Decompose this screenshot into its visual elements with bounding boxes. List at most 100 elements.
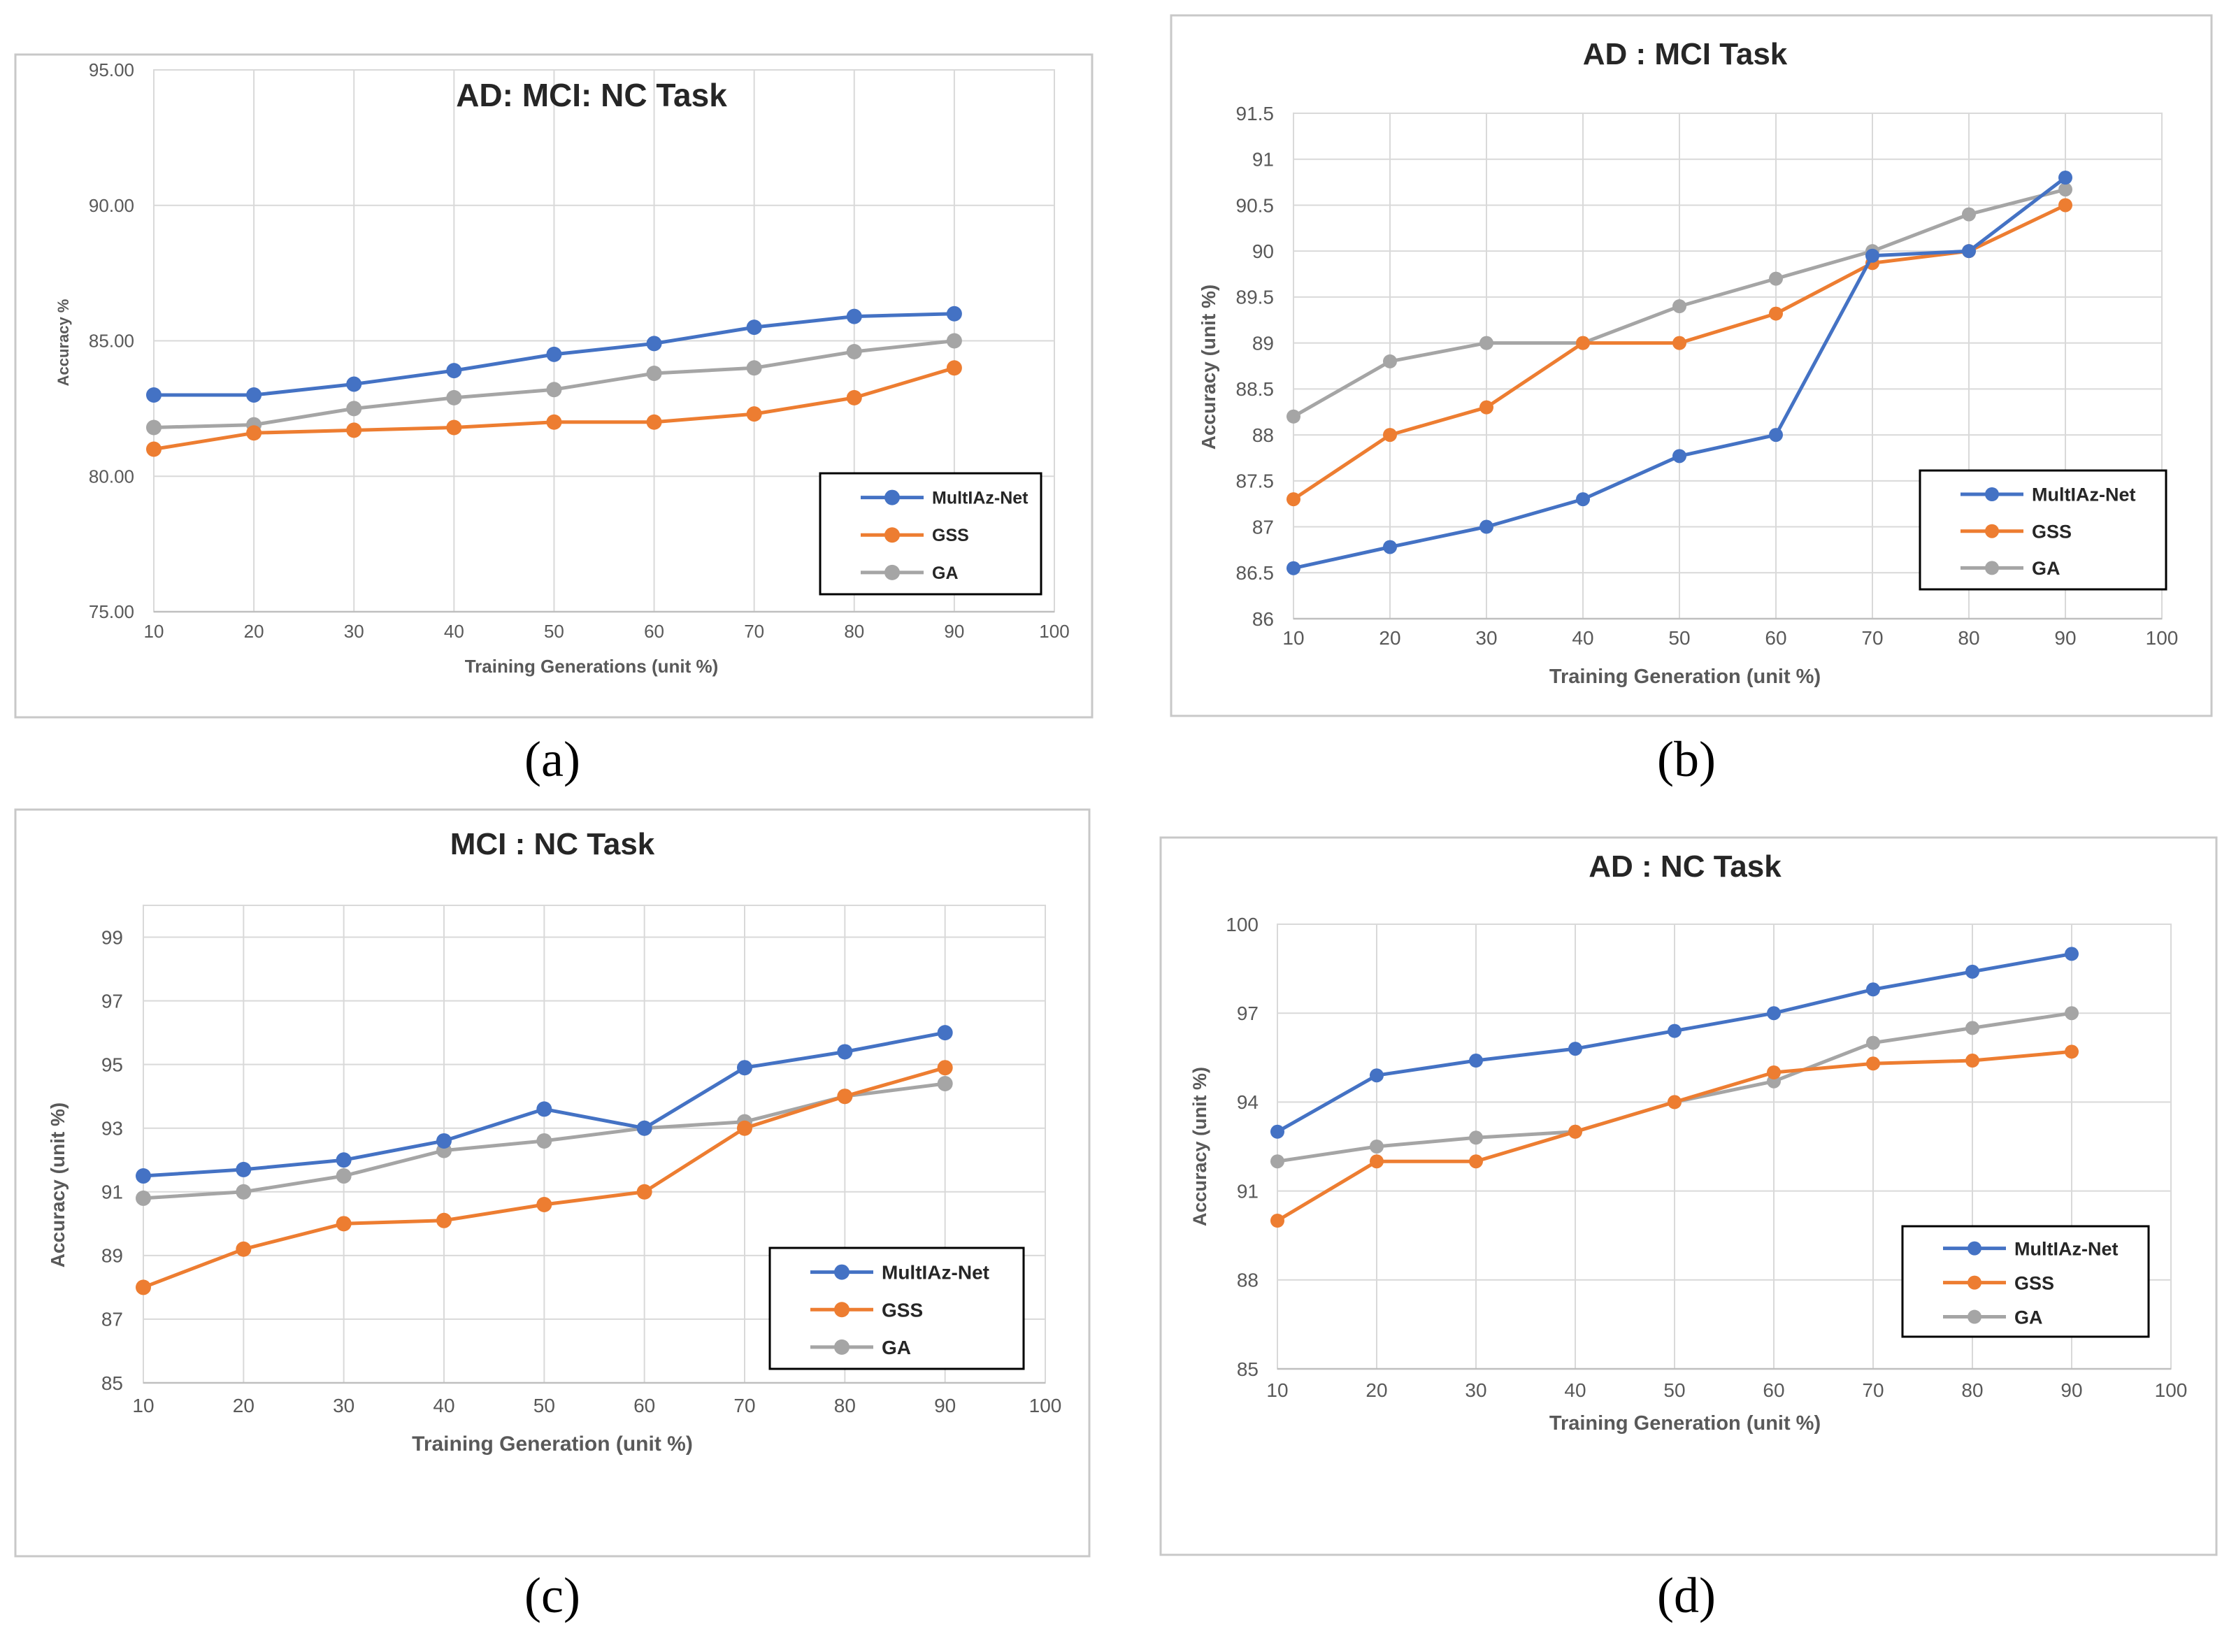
x-tick-label: 90 xyxy=(944,621,964,642)
x-tick-label: 40 xyxy=(1564,1379,1586,1401)
data-point-gss xyxy=(1576,336,1590,350)
x-tick-label: 40 xyxy=(1572,627,1593,649)
panel-caption: (b) xyxy=(1657,731,1716,787)
x-tick-label: 60 xyxy=(633,1395,655,1416)
data-point-ga xyxy=(1383,354,1397,368)
x-tick-label: 90 xyxy=(934,1395,956,1416)
y-tick-label: 99 xyxy=(101,926,123,948)
data-point-multiaz-net xyxy=(837,1044,853,1060)
chart-frame xyxy=(14,808,1091,1558)
legend-label: GSS xyxy=(932,526,969,545)
data-point-multiaz-net xyxy=(1965,964,1979,979)
data-point-multiaz-net xyxy=(646,336,662,352)
x-tick-label: 20 xyxy=(233,1395,255,1416)
legend-swatch-marker xyxy=(884,489,900,505)
legend-label: GA xyxy=(932,563,959,583)
data-point-ga xyxy=(937,1075,953,1091)
data-point-multiaz-net xyxy=(136,1168,151,1184)
x-tick-label: 100 xyxy=(2146,627,2179,649)
y-tick-label: 93 xyxy=(101,1118,123,1140)
legend-swatch-marker xyxy=(1967,1275,1981,1290)
chart-frame xyxy=(1170,14,2213,717)
legend-swatch-marker xyxy=(834,1302,850,1318)
y-tick-label: 89.5 xyxy=(1236,287,1275,308)
chart-panel-c: 85 87 89 91 93 95 97 99 10 20 30 40 50 60 70 80 90 100 MCI… xyxy=(14,808,1091,1623)
data-point-ga xyxy=(1469,1130,1483,1145)
data-point-multiaz-net xyxy=(1383,540,1397,554)
data-point-ga xyxy=(2065,1006,2079,1021)
data-point-ga xyxy=(946,333,962,349)
data-point-ga xyxy=(1479,336,1493,350)
data-point-multiaz-net xyxy=(636,1120,652,1136)
x-tick-label: 10 xyxy=(1282,627,1304,649)
x-tick-label: 70 xyxy=(1862,1379,1884,1401)
data-point-gss xyxy=(1767,1065,1781,1079)
data-point-multiaz-net xyxy=(1668,1023,1682,1038)
y-tick-label: 95.00 xyxy=(89,59,134,80)
x-tick-label: 60 xyxy=(1765,627,1786,649)
data-point-ga xyxy=(1962,207,1976,222)
data-point-gss xyxy=(1866,1056,1880,1071)
data-point-gss xyxy=(336,1216,352,1232)
legend-swatch-marker xyxy=(1985,561,1999,575)
data-point-ga xyxy=(1270,1154,1284,1169)
chart-panel-a: 75.00 80.00 85.00 90.00 95.00 10 20 30 40 50 60 70 8… xyxy=(14,53,1094,787)
y-axis-label: Accuracy (unit %) xyxy=(47,1102,69,1268)
legend-swatch-marker xyxy=(1985,524,1999,538)
data-point-multiaz-net xyxy=(1769,428,1783,443)
legend-swatch-marker xyxy=(1985,487,1999,501)
legend: MultIAz-Net GSS GA xyxy=(1901,1225,2150,1338)
legend-label: MultIAz-Net xyxy=(2032,484,2135,505)
y-tick-label: 87 xyxy=(101,1309,123,1330)
data-point-gss xyxy=(446,419,462,436)
data-point-gss xyxy=(1370,1154,1384,1169)
y-tick-label: 94 xyxy=(1237,1091,1259,1113)
x-tick-label: 10 xyxy=(132,1395,154,1416)
data-point-multiaz-net xyxy=(1866,982,1880,997)
legend-label: MultIAz-Net xyxy=(882,1262,989,1284)
x-axis-label: Training Generation (unit %) xyxy=(1549,666,1821,688)
data-point-gss xyxy=(1270,1214,1284,1228)
data-point-multiaz-net xyxy=(1962,244,1976,259)
chart-title: AD : NC Task xyxy=(1589,849,1782,884)
data-point-gss xyxy=(2058,198,2072,213)
data-point-gss xyxy=(746,406,762,422)
y-tick-label: 90.5 xyxy=(1236,194,1275,216)
data-point-gss xyxy=(1568,1124,1582,1139)
legend-label: MultIAz-Net xyxy=(932,489,1028,508)
data-point-gss xyxy=(136,1279,151,1295)
x-tick-label: 40 xyxy=(433,1395,454,1416)
legend-box xyxy=(819,472,1042,596)
legend-label: MultIAz-Net xyxy=(2014,1238,2118,1259)
y-tick-label: 80.00 xyxy=(89,466,134,487)
data-point-multiaz-net xyxy=(1568,1042,1582,1056)
x-tick-label: 60 xyxy=(644,621,664,642)
y-tick-label: 88.5 xyxy=(1236,378,1275,400)
x-tick-label: 20 xyxy=(244,621,264,642)
data-point-multiaz-net xyxy=(1672,449,1686,464)
x-axis-label: Training Generation (unit %) xyxy=(412,1432,693,1456)
data-point-multiaz-net xyxy=(1270,1124,1284,1139)
x-tick-label: 90 xyxy=(2054,627,2076,649)
data-point-multiaz-net xyxy=(246,387,262,403)
x-tick-label: 100 xyxy=(1029,1395,1062,1416)
data-point-ga xyxy=(2058,182,2072,197)
legend-label: GA xyxy=(2014,1307,2043,1328)
data-point-gss xyxy=(1668,1095,1682,1109)
x-tick-label: 80 xyxy=(834,1395,856,1416)
x-tick-label: 70 xyxy=(733,1395,755,1416)
y-axis-label: Accuracy (unit %) xyxy=(1189,1067,1210,1226)
x-tick-label: 40 xyxy=(444,621,464,642)
data-point-multiaz-net xyxy=(746,319,762,336)
data-point-gss xyxy=(946,360,962,376)
data-point-ga xyxy=(346,401,362,417)
y-tick-label: 88 xyxy=(1252,424,1274,446)
panel-caption: (d) xyxy=(1657,1567,1716,1623)
data-point-multiaz-net xyxy=(1469,1054,1483,1068)
data-point-multiaz-net xyxy=(1370,1068,1384,1083)
data-point-gss xyxy=(646,414,662,430)
data-point-multiaz-net xyxy=(336,1152,352,1168)
y-tick-label: 91 xyxy=(101,1181,123,1203)
y-axis-label: Accuracy % xyxy=(55,299,72,387)
